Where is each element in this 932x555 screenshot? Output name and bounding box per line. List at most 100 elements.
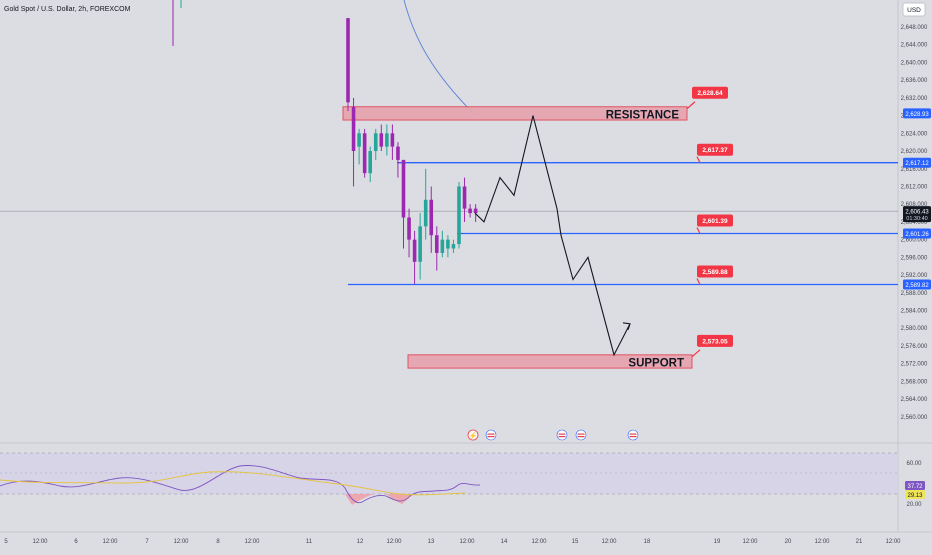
candle-body (462, 186, 467, 209)
level-2589-axis-badge (903, 279, 931, 290)
time-tick-label: 12:00 (32, 539, 48, 545)
price-tick-label: 2,648.000 (901, 25, 928, 31)
symbol-title[interactable]: Gold Spot / U.S. Dollar, 2h, FOREXCOM (4, 6, 131, 13)
price-tick-label: 2,576.000 (901, 344, 928, 350)
candle-body (396, 146, 400, 160)
countdown-label: 01:30:40 (906, 216, 927, 222)
projection-path (474, 115, 631, 357)
time-tick-label: 20 (785, 539, 792, 545)
event-us-flag-icon[interactable] (485, 429, 497, 441)
price-tick-label: 2,572.000 (901, 362, 928, 368)
level-2617-callout-pointer (696, 156, 701, 163)
time-tick-label: 12:00 (102, 539, 118, 545)
candle-body (357, 133, 361, 147)
candle-body (401, 159, 406, 218)
projection-arrowhead (622, 322, 631, 330)
currency-button-label: USD (907, 7, 921, 14)
price-tick-label: 2,588.000 (901, 291, 928, 297)
candle-body (468, 208, 472, 214)
level-2601-axis-label: 2,601.26 (905, 232, 929, 238)
current-price-badge (903, 206, 931, 223)
rsi-value-badge (905, 481, 925, 490)
event-us-flag-icon[interactable] (627, 429, 639, 441)
support-callout-pointer (691, 349, 701, 358)
candle-body (373, 133, 378, 152)
price-tick-label: 2,640.000 (901, 60, 928, 66)
price-tick-label: 2,596.000 (901, 255, 928, 261)
candle-body (423, 199, 428, 227)
time-tick-label: 12:00 (742, 539, 758, 545)
resistance-axis-label: 2,628.93 (905, 112, 929, 118)
price-tick-label: 2,644.000 (901, 43, 928, 49)
level-2601-callout-label: 2,601.39 (702, 218, 728, 225)
price-axis-labels: 2,617.12 2,601.26 2,589.82 2,628.93 2,606.43… (903, 108, 931, 290)
price-tick-label: 2,616.000 (901, 167, 928, 173)
rsi-band (0, 453, 898, 494)
support-zone (407, 354, 693, 369)
rsi-line (0, 465, 481, 504)
time-tick-label: 12:00 (814, 539, 830, 545)
candle-body (429, 199, 434, 236)
level-2617-axis-badge (903, 157, 931, 168)
time-tick-label: 14 (501, 539, 508, 545)
time-tick-label: 18 (644, 539, 651, 545)
event-us-flag-icon[interactable] (575, 429, 587, 441)
price-tick-label: 2,604.000 (901, 220, 928, 226)
candle-body (346, 18, 350, 103)
rsi-oversold-fill-2 (386, 494, 414, 504)
projection-line (474, 115, 631, 357)
candle-body (390, 133, 395, 147)
current-price-label: 2,606.43 (905, 210, 929, 216)
time-tick-label: 5 (4, 539, 8, 545)
price-tick-label: 2,568.000 (901, 379, 928, 385)
candle-body (362, 133, 367, 174)
time-tick-label: 7 (145, 539, 149, 545)
price-zones: RESISTANCE 2,628.64 SUPPORT 2,573.05 (342, 86, 733, 370)
time-tick-label: 11 (306, 539, 313, 545)
time-tick-label: 12 (357, 539, 364, 545)
candle-body (379, 133, 384, 147)
candle-body (457, 186, 461, 245)
level-2601-callout-pointer (696, 227, 701, 234)
time-tick-label: 12:00 (386, 539, 402, 545)
time-tick-label: 21 (856, 539, 863, 545)
level-2589-callout-box (697, 265, 733, 278)
candles (346, 18, 478, 284)
rsi-oversold-fill-1 (345, 494, 375, 505)
price-tick-label: 2,584.000 (901, 309, 928, 315)
price-tick-label: 2,560.000 (901, 415, 928, 421)
support-callout-label: 2,573.05 (702, 338, 728, 345)
time-tick-label: 8 (216, 539, 220, 545)
price-tick-label: 2,636.000 (901, 78, 928, 84)
resistance-zone (342, 106, 688, 121)
candle-body (412, 239, 417, 262)
time-tick-label: 12:00 (885, 539, 901, 545)
candle-body (473, 208, 478, 214)
resistance-callout-box (692, 86, 728, 99)
resistance-axis-badge (903, 108, 931, 119)
time-tick-label: 19 (714, 539, 721, 545)
event-us-flag-icon[interactable] (556, 429, 568, 441)
rsi-ma-label: 29.13 (907, 493, 923, 499)
candle-body (407, 217, 411, 240)
price-tick-label: 2,608.000 (901, 202, 928, 208)
level-2617-callout-label: 2,617.37 (702, 147, 728, 154)
price-tick-label: 2,592.000 (901, 273, 928, 279)
currency-button[interactable]: USD (902, 2, 926, 17)
price-tick-label: 2,564.000 (901, 397, 928, 403)
candle-body (446, 239, 450, 249)
events-row: ⚡ (467, 429, 639, 441)
moving-average-line (403, 0, 476, 116)
candle-body (368, 151, 372, 174)
resistance-zone-label: RESISTANCE (606, 110, 680, 122)
time-tick-label: 12:00 (244, 539, 260, 545)
level-2589-axis-label: 2,589.82 (905, 283, 929, 289)
rsi-tick-20: 20.00 (906, 502, 922, 508)
time-tick-label: 6 (74, 539, 78, 545)
rsi-pane[interactable]: 60.00 20.00 37.72 29.13 (0, 452, 925, 508)
event-lightning-icon[interactable]: ⚡ (467, 429, 479, 441)
candle-body (418, 226, 422, 262)
candle-body (440, 239, 445, 253)
